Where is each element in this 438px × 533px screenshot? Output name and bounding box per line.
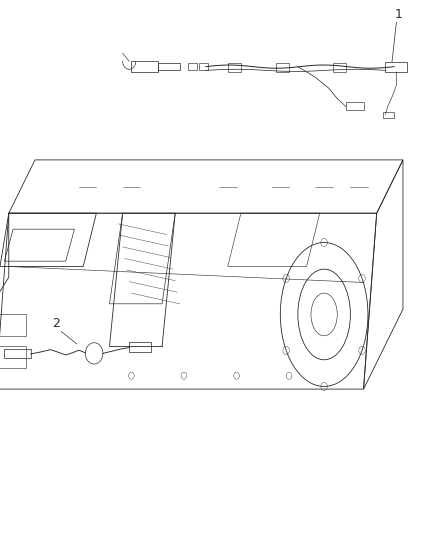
- Text: 1: 1: [395, 9, 403, 21]
- Text: 2: 2: [52, 318, 60, 330]
